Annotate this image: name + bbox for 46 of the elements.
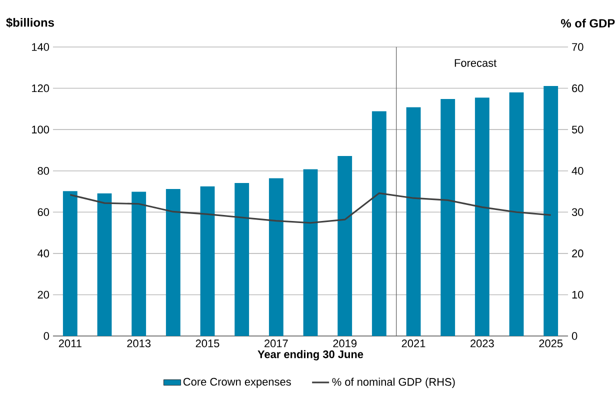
y-tick-label: 0	[44, 332, 50, 340]
y2-tick-label: 10	[572, 290, 584, 299]
x-tick-label: 2015	[196, 340, 220, 348]
x-axis-title: Year ending 30 June	[258, 350, 364, 360]
y2-tick-label: 20	[572, 250, 584, 258]
y-tick-label: 100	[32, 126, 50, 134]
y-tick-label: 140	[32, 43, 50, 51]
bar	[200, 186, 215, 336]
bar	[406, 107, 421, 336]
legend-label: % of nominal GDP (RHS)	[332, 378, 455, 388]
x-tick-label: 2025	[539, 340, 563, 348]
y2-tick-label: 0	[572, 332, 578, 340]
y-tick-label: 120	[32, 84, 50, 92]
bar	[509, 92, 524, 336]
bar	[132, 192, 146, 336]
y-tick-label: 20	[38, 290, 50, 299]
x-tick-label: 2021	[402, 340, 426, 348]
y2-tick-label: 40	[572, 166, 584, 175]
x-tick-label: 2011	[58, 340, 82, 348]
y2-tick-label: 30	[572, 208, 584, 216]
legend-label: Core Crown expenses	[183, 378, 291, 388]
annotation: Forecast	[454, 59, 497, 67]
x-tick-label: 2013	[127, 340, 151, 348]
y-tick-label: 40	[38, 250, 50, 258]
y2-tick-label: 70	[572, 43, 584, 51]
bar	[372, 111, 386, 336]
x-tick-label: 2017	[264, 340, 288, 348]
x-tick-label: 2019	[333, 340, 357, 348]
y2-tick-label: 50	[572, 126, 584, 134]
bar	[234, 183, 250, 336]
y-tick-label: 80	[38, 166, 50, 175]
bar	[544, 86, 558, 336]
bar	[474, 98, 490, 336]
y2-tick-label: 60	[572, 84, 584, 92]
x-tick-label: 2023	[470, 340, 494, 348]
bar	[440, 99, 456, 336]
bar	[268, 178, 284, 336]
y-axis-title: $billions	[6, 18, 54, 28]
y-tick-label: 60	[38, 208, 50, 216]
bar	[303, 169, 318, 336]
bar	[338, 156, 352, 336]
line-series	[69, 192, 552, 224]
y2-axis-title: % of GDP	[560, 18, 615, 28]
bar	[166, 189, 180, 336]
bar	[62, 191, 78, 336]
bar	[97, 193, 112, 336]
